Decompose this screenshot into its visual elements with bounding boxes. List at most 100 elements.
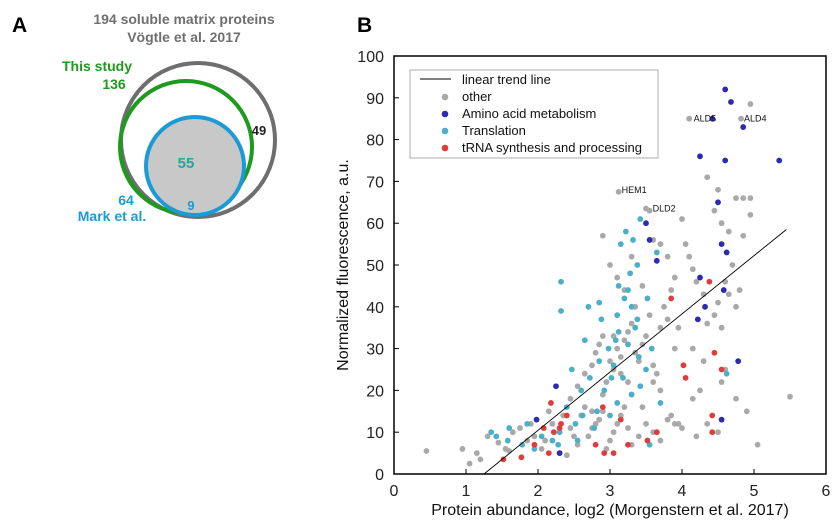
data-point-other	[625, 425, 631, 431]
data-point-other	[603, 379, 610, 385]
data-point-other	[563, 452, 570, 459]
venn-mark-only-count: 9	[187, 198, 194, 213]
data-point-translation	[504, 437, 511, 444]
x-tick-label: 6	[822, 483, 831, 500]
data-point-translation	[657, 400, 664, 406]
y-tick-label: 50	[366, 258, 384, 275]
data-point-other	[538, 446, 545, 452]
data-point-translation	[628, 303, 635, 310]
data-point-other	[689, 266, 696, 273]
data-point-trna-synthesis-and-processing	[711, 349, 718, 356]
data-point-other	[574, 383, 581, 390]
data-point-other	[738, 115, 744, 122]
data-point-other	[693, 278, 700, 285]
data-point-trna-synthesis-and-processing	[718, 366, 725, 373]
data-point-amino-acid-metabolism	[643, 220, 649, 227]
y-tick-label: 100	[357, 49, 384, 66]
venn-mark-label: Mark et al.	[78, 208, 146, 224]
data-point-translation	[644, 295, 651, 302]
data-point-trna-synthesis-and-processing	[680, 362, 687, 369]
data-point-translation	[568, 366, 575, 373]
venn-overlap-count: 55	[178, 155, 195, 172]
y-axis-title: Normalized fluorescence, a.u.	[335, 159, 352, 371]
data-point-translation	[723, 370, 730, 377]
data-point-other	[639, 404, 646, 411]
data-point-trna-synthesis-and-processing	[709, 412, 716, 419]
data-point-amino-acid-metabolism	[735, 358, 742, 365]
point-annotations: ALD5 ALD4 HEM1 DLD2	[622, 114, 767, 214]
data-point-other	[657, 241, 664, 248]
data-point-other	[740, 232, 747, 239]
venn-panel: A 194 soluble matrix proteins Vögtle et …	[12, 11, 277, 224]
x-tick-label: 3	[606, 483, 615, 500]
data-point-amino-acid-metabolism	[653, 257, 660, 264]
data-point-amino-acid-metabolism	[694, 316, 701, 323]
data-point-other	[686, 115, 693, 122]
data-point-trna-synthesis-and-processing	[500, 456, 507, 463]
data-point-trna-synthesis-and-processing	[706, 278, 713, 285]
legend-translation-swatch	[441, 127, 449, 135]
data-point-translation	[627, 270, 634, 277]
data-point-other	[625, 379, 631, 385]
data-point-translation	[637, 216, 644, 222]
series-other	[423, 101, 793, 467]
data-point-other	[686, 253, 693, 260]
data-point-translation	[488, 429, 495, 436]
data-point-other	[725, 228, 732, 235]
venn-title-line2: Vögtle et al. 2017	[127, 29, 241, 45]
data-point-other	[621, 404, 628, 411]
data-point-translation	[615, 283, 622, 289]
data-point-other	[657, 387, 664, 394]
y-tick-label: 30	[366, 342, 384, 359]
data-point-other	[643, 205, 649, 212]
data-point-other	[635, 358, 642, 365]
data-point-translation	[648, 345, 655, 352]
data-point-translation	[622, 228, 629, 235]
data-point-other	[599, 232, 606, 239]
data-point-translation	[531, 446, 538, 452]
data-point-trna-synthesis-and-processing	[682, 374, 689, 381]
data-point-amino-acid-metabolism	[776, 157, 783, 164]
data-point-other	[643, 420, 649, 427]
data-point-other	[589, 362, 595, 369]
data-point-amino-acid-metabolism	[722, 86, 729, 93]
data-point-other	[607, 437, 613, 444]
x-tick-label: 5	[750, 483, 759, 500]
data-point-other	[589, 408, 595, 415]
data-point-translation	[549, 437, 556, 444]
data-point-other	[729, 262, 736, 268]
data-point-translation	[558, 308, 564, 314]
data-point-other	[664, 316, 671, 323]
data-point-amino-acid-metabolism	[533, 416, 540, 423]
data-point-other	[635, 433, 642, 440]
data-points	[423, 86, 793, 467]
data-point-translation	[632, 324, 639, 331]
data-point-other	[599, 408, 606, 415]
data-point-other	[581, 370, 588, 377]
data-point-other	[614, 345, 621, 352]
data-point-amino-acid-metabolism	[702, 303, 708, 310]
data-point-translation	[493, 433, 500, 440]
annotation-ald5: ALD5	[694, 114, 717, 124]
venn-mark-circle	[144, 115, 246, 217]
data-point-other	[614, 274, 621, 281]
data-point-translation	[574, 437, 581, 444]
data-point-trna-synthesis-and-processing	[556, 425, 563, 431]
data-point-other	[614, 420, 621, 427]
data-point-other	[423, 448, 430, 454]
data-point-other	[725, 291, 732, 298]
legend-translation-label: Translation	[462, 123, 526, 138]
x-axis-ticks: 0 1 2 3 4 5 6	[390, 469, 831, 500]
data-point-other	[621, 337, 628, 344]
data-point-other	[524, 437, 531, 444]
data-point-translation	[615, 328, 622, 335]
data-point-other	[733, 303, 739, 310]
x-tick-label: 2	[534, 483, 543, 500]
data-point-other	[484, 433, 491, 440]
data-point-other	[718, 379, 725, 385]
data-point-other	[740, 195, 747, 202]
data-point-other	[617, 354, 624, 360]
data-point-other	[733, 195, 739, 202]
data-point-other	[704, 320, 711, 327]
venn-title-line1: 194 soluble matrix proteins	[93, 11, 274, 27]
